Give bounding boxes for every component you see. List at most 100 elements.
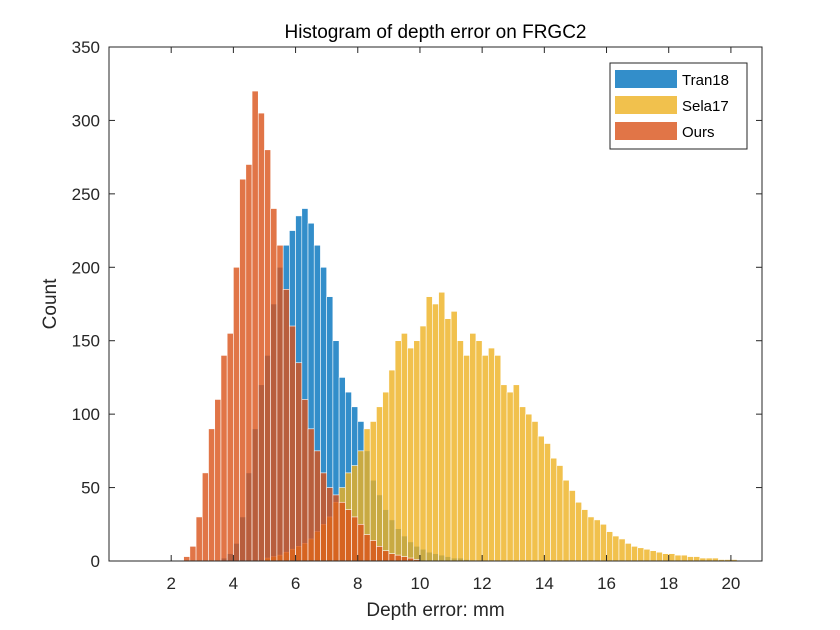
bar-ours xyxy=(201,472,209,562)
bar-sela17 xyxy=(575,501,582,562)
legend-swatch-tran18 xyxy=(615,70,677,88)
bar-sela17 xyxy=(631,546,638,562)
bar-ours xyxy=(376,546,383,562)
bar-sela17 xyxy=(649,550,657,562)
x-tick-label: 6 xyxy=(291,574,300,593)
bar-ours xyxy=(345,509,352,562)
bar-ours xyxy=(357,523,365,562)
bar-ours xyxy=(276,244,284,562)
bar-sela17 xyxy=(593,519,601,562)
bar-ours xyxy=(289,325,296,562)
bar-ours xyxy=(195,516,203,562)
y-tick-label: 200 xyxy=(72,258,100,277)
plot-frame xyxy=(108,46,763,562)
y-tick-label: 150 xyxy=(72,332,100,351)
bar-sela17 xyxy=(481,355,489,562)
bar-ours xyxy=(189,546,197,562)
bar-sela17 xyxy=(512,384,520,562)
legend-label-sela17: Sela17 xyxy=(682,98,729,115)
bar-sela17 xyxy=(506,391,514,562)
bar-sela17 xyxy=(556,465,564,562)
bar-ours xyxy=(320,472,327,562)
bar-sela17 xyxy=(618,538,626,562)
bar-sela17 xyxy=(668,553,676,562)
bar-sela17 xyxy=(550,457,558,562)
x-tick-label: 16 xyxy=(597,574,616,593)
bar-sela17 xyxy=(407,347,415,562)
bar-ours xyxy=(226,333,234,562)
bar-sela17 xyxy=(606,531,614,562)
bar-ours xyxy=(351,516,359,562)
bar-ours xyxy=(369,540,377,562)
bar-sela17 xyxy=(525,413,533,562)
bar-sela17 xyxy=(369,421,377,562)
bar-sela17 xyxy=(419,325,427,562)
bar-ours xyxy=(245,164,253,562)
bar-sela17 xyxy=(382,391,390,562)
bar-ours xyxy=(257,112,265,562)
bar-ours xyxy=(270,208,278,562)
bar-ours xyxy=(282,289,290,562)
bar-sela17 xyxy=(643,548,651,562)
x-tick-label: 8 xyxy=(353,574,362,593)
bar-sela17 xyxy=(680,554,688,562)
bar-sela17 xyxy=(568,490,576,562)
x-tick-label: 18 xyxy=(659,574,678,593)
legend-label-tran18: Tran18 xyxy=(682,72,729,89)
bar-sela17 xyxy=(674,554,682,562)
bar-sela17 xyxy=(394,340,402,562)
bar-ours xyxy=(307,428,315,562)
bar-ours xyxy=(388,553,396,562)
bar-sela17 xyxy=(662,553,670,562)
bar-sela17 xyxy=(400,333,408,562)
bar-ours xyxy=(233,266,240,562)
bar-ours xyxy=(251,90,259,562)
bar-ours xyxy=(394,554,402,562)
y-tick-label: 100 xyxy=(72,405,100,424)
bar-ours xyxy=(301,399,309,562)
x-axis-title: Depth error: mm xyxy=(366,600,504,621)
bar-sela17 xyxy=(488,347,495,562)
x-tick-label: 14 xyxy=(535,574,554,593)
bar-sela17 xyxy=(425,296,433,562)
y-tick-label: 300 xyxy=(72,111,100,130)
bar-ours xyxy=(295,362,303,562)
bar-sela17 xyxy=(388,369,396,562)
bar-sela17 xyxy=(687,556,694,562)
bar-sela17 xyxy=(413,340,421,562)
bar-sela17 xyxy=(693,556,701,562)
bar-ours xyxy=(239,178,247,562)
x-tick-label: 20 xyxy=(721,574,740,593)
bar-sela17 xyxy=(531,421,539,562)
bar-sela17 xyxy=(432,303,439,562)
bar-sela17 xyxy=(475,340,483,562)
bar-ours xyxy=(338,501,346,562)
bar-sela17 xyxy=(456,340,464,562)
bar-sela17 xyxy=(450,311,458,562)
y-axis-title: Count xyxy=(40,278,61,329)
bar-ours xyxy=(363,534,371,562)
bar-sela17 xyxy=(624,543,632,562)
bar-sela17 xyxy=(494,355,502,562)
legend: Tran18 Sela17 Ours xyxy=(609,62,748,150)
x-tick-label: 12 xyxy=(473,574,492,593)
bar-ours xyxy=(183,556,191,562)
bar-sela17 xyxy=(519,406,526,562)
bar-ours xyxy=(264,149,271,562)
bar-ours xyxy=(208,428,216,562)
bar-sela17 xyxy=(537,435,545,562)
bar-ours xyxy=(220,355,228,562)
bar-sela17 xyxy=(376,406,383,562)
bar-sela17 xyxy=(469,333,477,562)
bar-ours xyxy=(214,399,222,562)
bar-sela17 xyxy=(655,551,663,562)
bar-sela17 xyxy=(544,443,551,562)
bar-sela17 xyxy=(500,384,508,562)
bar-sela17 xyxy=(637,547,645,562)
chart-title: Histogram of depth error on FRGC2 xyxy=(284,22,586,43)
bar-sela17 xyxy=(587,516,595,562)
bar-sela17 xyxy=(438,291,446,562)
bar-ours xyxy=(382,550,390,562)
bars-layer xyxy=(183,90,738,562)
